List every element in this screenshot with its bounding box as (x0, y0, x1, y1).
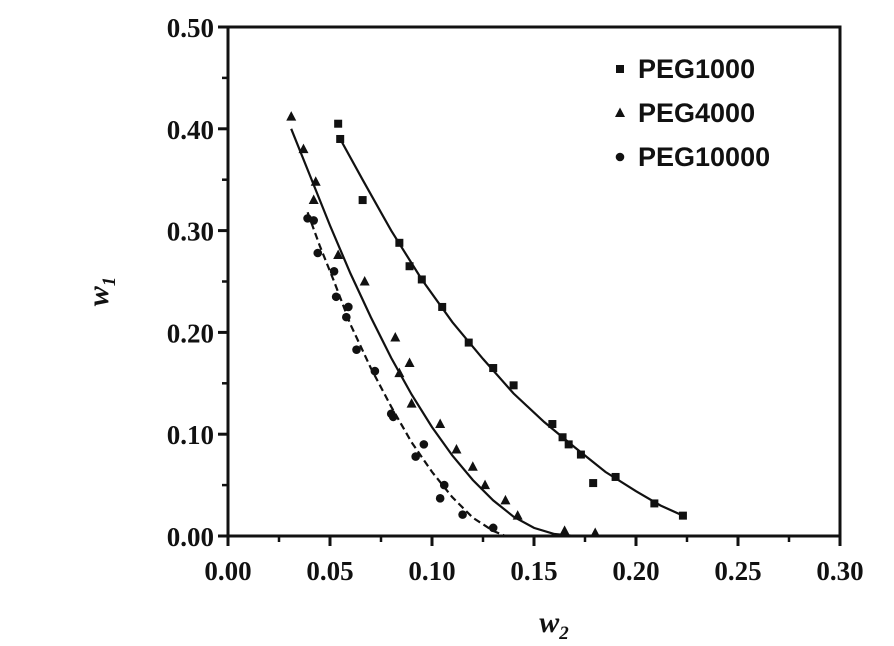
data-point-series-3 (352, 345, 361, 355)
data-point-series-1 (489, 364, 498, 373)
data-point-series-2 (404, 357, 415, 367)
data-point-series-2 (406, 398, 417, 408)
x-tick-label: 0.05 (306, 556, 353, 586)
data-point-series-1 (548, 420, 557, 429)
data-point-series-1 (509, 381, 518, 390)
y-tick-label: 0.50 (167, 13, 214, 43)
fit-line-series-2 (290, 128, 575, 538)
fit-line-series-1 (339, 138, 684, 517)
data-point-series-3 (344, 302, 353, 312)
data-point-series-3 (331, 292, 341, 302)
y-tick-label: 0.40 (167, 115, 214, 145)
data-point-series-1 (438, 302, 447, 311)
fit-line-series-3 (306, 211, 506, 538)
data-point-series-1 (558, 433, 567, 442)
ticks-layer: 0.00 0.05 0.10 0.15 0.20 0.25 0.30 0.00 0.10 0.20… (167, 13, 864, 586)
x-tick-label: 0.20 (612, 556, 659, 586)
data-point-series-3 (411, 452, 420, 461)
data-point-series-1 (576, 450, 585, 459)
data-point-series-3 (439, 480, 449, 490)
data-point-series-2 (512, 510, 523, 520)
data-point-series-2 (286, 111, 297, 121)
data-point-series-2 (394, 367, 405, 378)
y-tick-label: 0.00 (167, 522, 214, 552)
data-point-series-3 (488, 523, 498, 533)
data-point-series-2 (359, 276, 370, 286)
data-point-series-2 (308, 194, 319, 205)
legend-marker-series-2 (615, 107, 625, 117)
data-point-series-3 (370, 366, 380, 376)
legend-label-series-3: PEG10000 (638, 142, 770, 172)
data-point-series-1 (417, 275, 426, 284)
data-point-series-2 (467, 461, 478, 471)
data-point-series-1 (464, 338, 473, 347)
data-point-series-3 (419, 440, 429, 449)
data-point-series-2 (298, 143, 309, 154)
data-point-series-2 (451, 443, 462, 454)
x-tick-label: 0.25 (714, 556, 761, 586)
legend-label-series-2: PEG4000 (638, 98, 755, 128)
data-point-series-2 (480, 479, 491, 490)
axis-titles: w2 w1 (82, 277, 569, 644)
data-point-series-3 (309, 216, 318, 225)
data-point-series-1 (358, 196, 367, 205)
data-point-series-3 (435, 494, 445, 503)
data-point-series-3 (329, 267, 339, 276)
y-tick-label: 0.10 (167, 420, 214, 450)
data-point-series-2 (559, 525, 570, 535)
data-point-series-3 (458, 510, 467, 519)
legend: PEG1000 PEG4000 PEG10000 (615, 54, 770, 172)
data-point-series-2 (390, 331, 401, 342)
x-axis-title: w2 (539, 606, 569, 644)
x-tick-label: 0.30 (816, 556, 863, 586)
data-point-series-1 (336, 134, 345, 143)
data-point-series-2 (333, 249, 344, 260)
data-point-series-3 (313, 248, 323, 258)
x-tick-label: 0.00 (204, 556, 251, 586)
data-point-series-1 (650, 499, 659, 508)
data-point-series-2 (500, 494, 511, 505)
points-layer (286, 111, 687, 537)
data-point-series-1 (564, 440, 573, 449)
data-point-series-2 (310, 176, 321, 186)
data-point-series-1 (334, 119, 343, 128)
legend-marker-series-3 (615, 152, 625, 162)
x-tick-label: 0.15 (510, 556, 557, 586)
y-axis-title: w1 (82, 277, 120, 307)
data-point-series-1 (405, 262, 414, 271)
x-tick-label: 0.10 (408, 556, 455, 586)
data-point-series-3 (388, 412, 398, 422)
legend-label-series-1: PEG1000 (638, 54, 755, 84)
data-point-series-1 (395, 238, 404, 247)
data-point-series-1 (611, 472, 620, 481)
y-tick-label: 0.20 (167, 318, 214, 348)
y-tick-label: 0.30 (167, 217, 214, 247)
legend-marker-series-1 (616, 65, 624, 73)
plot-frame (226, 25, 842, 538)
fit-lines-layer (290, 128, 684, 538)
data-point-series-1 (678, 511, 687, 520)
data-point-series-1 (589, 479, 598, 488)
data-point-series-2 (435, 418, 446, 429)
data-point-series-3 (342, 312, 351, 322)
